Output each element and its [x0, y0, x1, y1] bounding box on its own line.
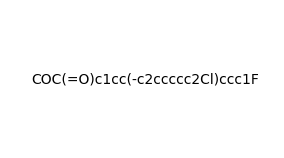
Text: COC(=O)c1cc(-c2ccccc2Cl)ccc1F: COC(=O)c1cc(-c2ccccc2Cl)ccc1F	[32, 73, 260, 87]
